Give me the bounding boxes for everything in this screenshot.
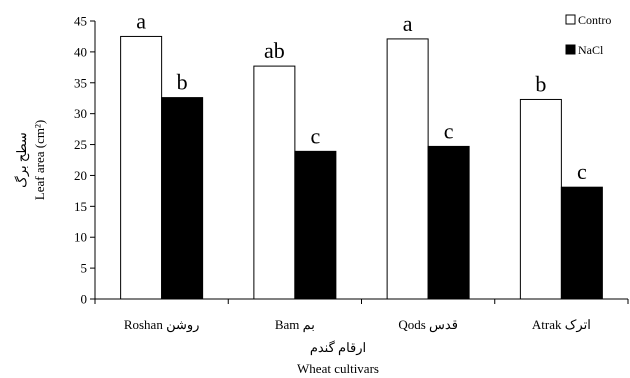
significance-letter: a — [403, 11, 413, 36]
legend-label: NaCl — [578, 43, 604, 57]
y-tick-label: 15 — [74, 199, 87, 214]
bar — [120, 35, 163, 300]
significance-letter: a — [136, 8, 146, 33]
x-axis: Roshan روشن Bam بم Qods قدس Atrak اترک — [94, 298, 629, 333]
bar — [427, 145, 470, 300]
significance-letter: ab — [264, 38, 285, 63]
bar — [253, 65, 296, 300]
legend: Contro NaCl — [565, 13, 611, 57]
y-tick-label: 20 — [74, 168, 87, 183]
bar — [560, 186, 603, 300]
y-axis-title-persian: سطح برگ — [14, 132, 30, 188]
category-label: Bam بم — [275, 317, 315, 333]
legend-label: Contro — [578, 13, 611, 27]
y-axis: 0 5 10 15 20 25 30 35 40 45 — [74, 14, 96, 307]
significance-letter: b — [535, 71, 546, 96]
bar — [294, 150, 337, 300]
y-tick-label: 0 — [81, 292, 88, 307]
y-tick-label: 40 — [74, 44, 87, 59]
category-label: Atrak اترک — [532, 317, 591, 333]
category-label: Roshan روشن — [124, 317, 200, 333]
legend-swatch — [565, 14, 576, 25]
y-tick-label: 30 — [74, 106, 87, 121]
significance-letter: c — [310, 123, 320, 148]
y-tick-label: 45 — [74, 14, 87, 29]
bar — [161, 97, 204, 300]
legend-swatch — [565, 44, 576, 55]
significance-letter: c — [577, 159, 587, 184]
y-tick-label: 10 — [74, 230, 87, 245]
significance-letter: b — [177, 70, 188, 95]
y-tick-label: 35 — [74, 75, 87, 90]
bars — [120, 35, 603, 300]
y-axis-title: Leaf area (cm²) — [32, 120, 47, 200]
x-axis-title: Wheat cultivars — [297, 361, 379, 376]
bar — [386, 38, 429, 300]
category-label: Qods قدس — [398, 317, 458, 333]
bar — [519, 98, 562, 300]
x-axis-title-persian: ارقام گندم — [310, 340, 366, 356]
significance-letter: c — [444, 118, 454, 143]
y-tick-label: 25 — [74, 137, 87, 152]
y-tick-label: 5 — [81, 261, 88, 276]
